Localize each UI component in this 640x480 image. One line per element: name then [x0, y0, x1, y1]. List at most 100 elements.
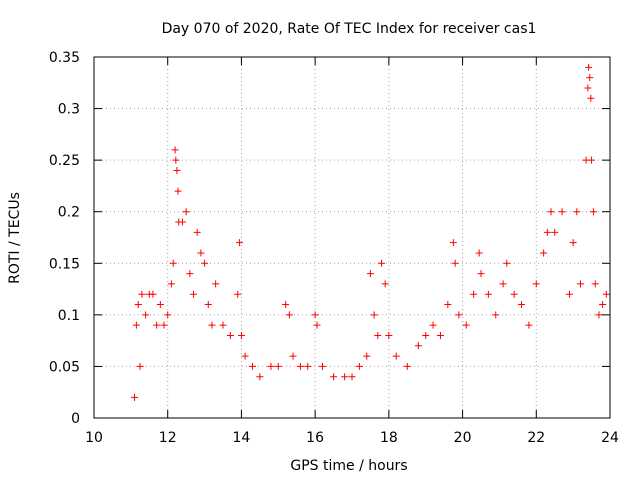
data-point: [422, 331, 430, 339]
data-point: [348, 373, 356, 381]
data-point: [591, 280, 599, 288]
data-point: [134, 301, 142, 309]
data-point: [503, 259, 511, 267]
data-point: [178, 218, 186, 226]
data-point: [392, 352, 400, 360]
data-point: [449, 239, 457, 247]
data-point: [525, 321, 533, 329]
data-point: [138, 290, 146, 298]
data-point: [589, 208, 597, 216]
data-point: [341, 373, 349, 381]
data-point: [313, 321, 321, 329]
data-point: [363, 352, 371, 360]
data-point: [193, 228, 201, 236]
data-point: [226, 331, 234, 339]
data-point: [204, 301, 212, 309]
data-point: [492, 311, 500, 319]
tick-marks: [93, 56, 611, 419]
data-point: [518, 301, 526, 309]
data-point: [414, 342, 422, 350]
data-point: [285, 311, 293, 319]
data-point: [241, 352, 249, 360]
x-tick-label: 20: [454, 430, 472, 446]
data-point: [451, 259, 459, 267]
data-point: [429, 321, 437, 329]
data-point: [577, 280, 585, 288]
data-point: [237, 331, 245, 339]
data-point: [304, 362, 312, 370]
data-point: [585, 63, 593, 71]
x-tick-label: 12: [159, 430, 177, 446]
data-point: [547, 208, 555, 216]
data-point: [160, 321, 168, 329]
data-point: [156, 301, 164, 309]
data-point: [167, 280, 175, 288]
data-point: [558, 208, 566, 216]
data-point: [584, 84, 592, 92]
data-point: [551, 228, 559, 236]
data-point: [190, 290, 198, 298]
data-point: [599, 301, 607, 309]
data-point: [311, 311, 319, 319]
chart-title: Day 070 of 2020, Rate Of TEC Index for r…: [162, 21, 537, 37]
data-point: [565, 290, 573, 298]
data-point: [164, 311, 172, 319]
data-point: [174, 187, 182, 195]
data-point: [296, 362, 304, 370]
x-tick-label: 18: [380, 430, 398, 446]
data-point: [381, 280, 389, 288]
data-point: [470, 290, 478, 298]
data-point: [540, 249, 548, 257]
data-point: [197, 249, 205, 257]
data-point: [366, 270, 374, 278]
data-point: [256, 373, 264, 381]
data-point: [131, 393, 139, 401]
data-point: [173, 166, 181, 174]
data-points: [131, 63, 610, 401]
x-tick-label: 22: [527, 430, 545, 446]
y-axis: 0 0.05 0.1 0.15 0.2 0.25 0.3 0.35: [49, 50, 80, 427]
y-tick-label: 0.1: [58, 308, 80, 324]
data-point: [208, 321, 216, 329]
x-tick-label: 14: [232, 430, 250, 446]
data-point: [477, 270, 485, 278]
y-tick-label: 0.3: [58, 102, 80, 118]
y-axis-label: ROTI / TECUs: [7, 192, 23, 284]
data-point: [355, 362, 363, 370]
data-point: [267, 362, 275, 370]
data-point: [132, 321, 140, 329]
data-point: [436, 331, 444, 339]
data-point: [385, 331, 393, 339]
data-point: [499, 280, 507, 288]
y-tick-label: 0.15: [49, 256, 80, 272]
data-point: [212, 280, 220, 288]
data-point: [169, 259, 177, 267]
data-point: [330, 373, 338, 381]
data-point: [586, 74, 594, 82]
data-point: [149, 290, 157, 298]
x-axis: 10 12 14 16 18 20 22 24: [85, 430, 619, 446]
data-point: [182, 208, 190, 216]
data-point: [484, 290, 492, 298]
data-point: [532, 280, 540, 288]
data-point: [172, 156, 180, 164]
data-point: [274, 362, 282, 370]
data-point: [142, 311, 150, 319]
data-point: [462, 321, 470, 329]
data-point: [186, 270, 194, 278]
data-point: [289, 352, 297, 360]
data-point: [282, 301, 290, 309]
data-point: [573, 208, 581, 216]
x-tick-label: 24: [601, 430, 619, 446]
data-point: [543, 228, 551, 236]
data-point: [455, 311, 463, 319]
data-point: [588, 156, 596, 164]
data-point: [403, 362, 411, 370]
data-point: [248, 362, 256, 370]
data-point: [602, 290, 610, 298]
data-point: [377, 259, 385, 267]
y-tick-label: 0.05: [49, 359, 80, 375]
data-point: [374, 331, 382, 339]
x-tick-label: 10: [85, 430, 103, 446]
